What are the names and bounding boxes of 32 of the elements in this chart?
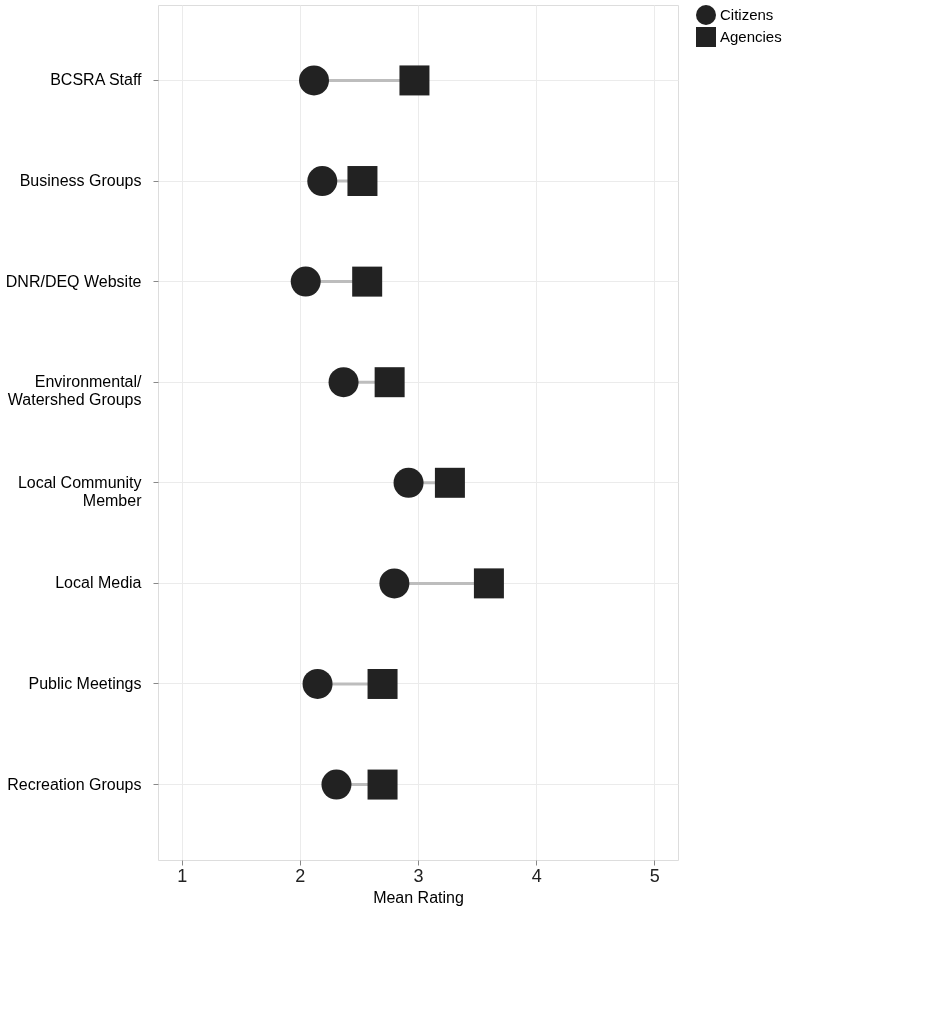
- point: [379, 568, 410, 599]
- x-tick-label: 4: [531, 865, 542, 886]
- y-tick-label: BCSRA Staff: [50, 71, 143, 89]
- x-tick-label: 5: [649, 865, 660, 886]
- y-tick-label: Local Media: [55, 574, 142, 592]
- legend-label: Agencies: [720, 28, 782, 45]
- point: [352, 266, 383, 297]
- point: [302, 669, 333, 699]
- y-tick-label: Public Meetings: [28, 674, 142, 692]
- point: [434, 467, 465, 498]
- x-tick-label: 3: [413, 865, 424, 886]
- point: [399, 65, 430, 96]
- y-tick-label: Business Groups: [19, 172, 142, 190]
- y-tick-label: Local Community Member: [17, 473, 143, 509]
- legend-label: Citizens: [720, 6, 774, 23]
- x-axis-title: Mean Rating: [373, 888, 464, 906]
- x-tick-label: 2: [295, 865, 306, 886]
- point: [299, 65, 329, 96]
- point: [393, 467, 424, 498]
- x-tick-label: 1: [177, 865, 188, 886]
- point: [290, 266, 321, 297]
- point: [367, 769, 398, 800]
- point: [328, 367, 359, 398]
- point: [374, 367, 405, 398]
- point: [347, 166, 378, 197]
- point: [307, 166, 338, 196]
- point: [473, 568, 504, 599]
- point: [367, 668, 398, 699]
- y-tick-label: DNR/DEQ Website: [5, 272, 142, 290]
- y-tick-label: Recreation Groups: [7, 775, 142, 793]
- y-tick-label: Environmental/ Watershed Groups: [7, 373, 143, 409]
- point: [321, 769, 352, 800]
